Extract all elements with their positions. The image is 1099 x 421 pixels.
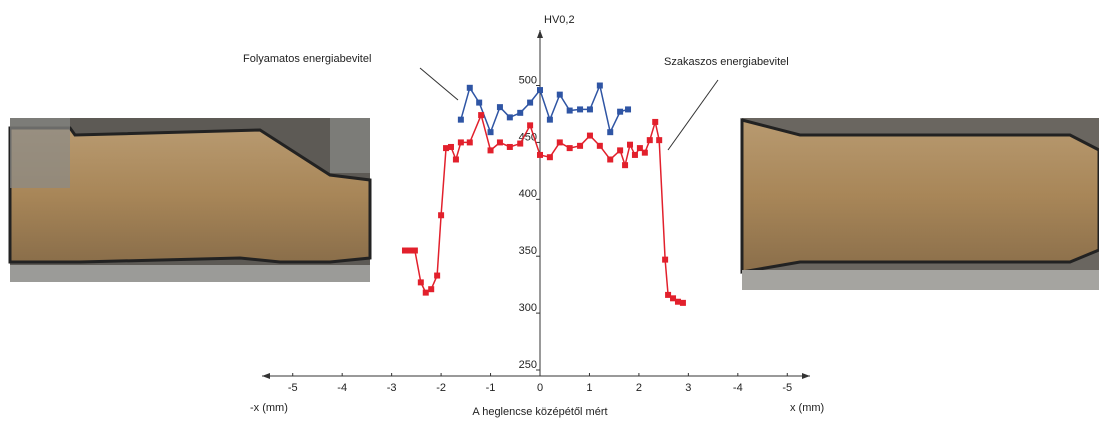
y-tick-label: 250 [519,359,537,371]
y-tick-label: 500 [519,74,537,86]
point [457,139,464,146]
series-line [460,83,629,135]
point [617,108,624,115]
point [517,109,524,116]
point [662,256,669,263]
x-tick-label: 2 [636,382,642,394]
point [546,116,553,123]
point [596,142,603,149]
series-line [404,112,684,304]
point [422,289,429,296]
x-tick-label: -5 [782,382,792,394]
point [586,106,593,113]
point [401,247,408,254]
annotation: Szakaszos energiabevitel [664,56,789,68]
point [577,106,584,113]
point [586,132,593,139]
x-axis-title: A heglencse középétől mért [472,406,607,418]
x-tick-label: -1 [486,382,496,394]
point [487,129,494,136]
left-micrograph [8,118,372,282]
point [622,162,629,169]
point [438,212,445,219]
annotation: Folyamatos energiabevitel [243,53,371,65]
point [670,295,677,302]
point [641,149,648,156]
point [537,151,543,158]
point [566,107,573,114]
point [466,139,473,146]
point [527,99,534,106]
point [487,147,494,154]
point [443,145,450,152]
point [556,91,563,98]
point [452,156,459,163]
point [674,298,681,305]
x-tick-label: 1 [586,382,592,394]
point [506,114,513,121]
x-tick-label: -5 [288,382,298,394]
point [517,140,524,147]
point [617,147,624,154]
point [406,247,413,254]
point [652,118,659,125]
point [636,145,643,152]
point [646,137,653,144]
y-tick-label: 300 [519,302,537,314]
point [566,145,573,152]
point [527,122,534,129]
x-tick-label: -4 [337,382,347,394]
point [466,84,473,91]
x-tick-label: -2 [436,382,446,394]
point [457,116,464,123]
x-tick-label: -3 [387,382,397,394]
point [607,156,614,163]
point [417,279,424,286]
point [627,141,634,148]
point [434,272,441,279]
point [496,139,503,146]
point [577,142,584,149]
point [679,299,686,306]
x-tick-label: 3 [685,382,691,394]
annotation-arrow [667,79,719,151]
point [411,247,418,254]
y-axis-arrow [537,30,543,38]
annotation-arrow [419,67,459,101]
point [656,137,663,144]
point [476,99,483,106]
point [537,87,543,94]
x-axis-label: -x (mm) [250,402,288,414]
point [546,154,553,161]
point [506,143,513,150]
point [625,106,632,113]
point [596,82,603,89]
x-tick-label: 0 [537,382,543,394]
point [607,129,614,136]
y-axis-title: HV0,2 [544,14,575,26]
right-micrograph [740,118,1099,290]
point [665,291,672,298]
y-tick-label: 350 [519,245,537,257]
y-tick-label: 400 [519,188,537,200]
point [556,139,563,146]
x-axis-label: x (mm) [790,402,824,414]
point [478,112,485,119]
point [631,151,638,158]
point [428,286,435,293]
point [496,104,503,111]
point [447,143,454,150]
x-tick-label: -4 [733,382,743,394]
